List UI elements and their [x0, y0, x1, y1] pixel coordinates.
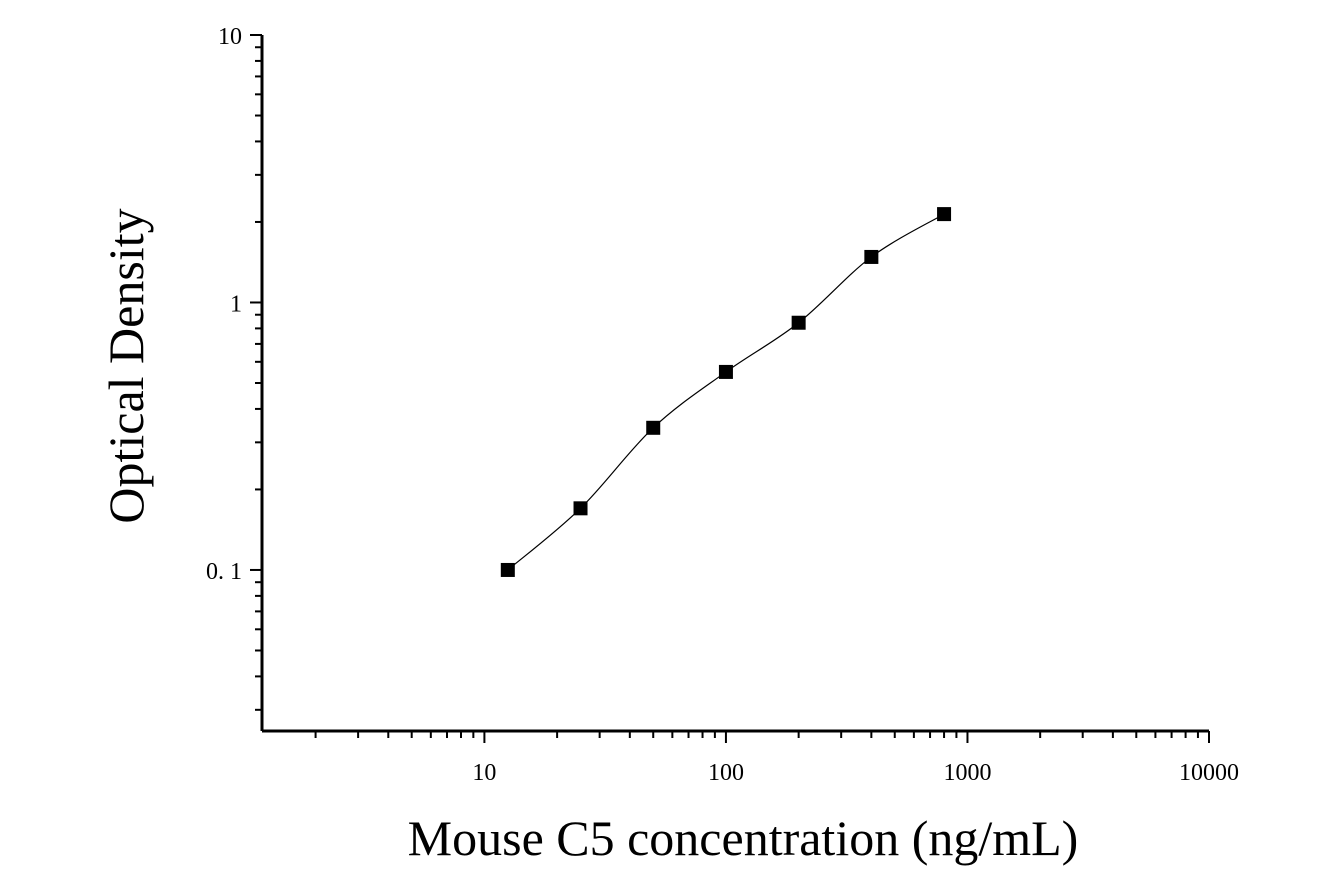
y-axis-title: Optical Density — [98, 208, 154, 523]
x-tick-label: 100 — [708, 760, 744, 786]
tick-labels: 10 100 1000 10000 0. 1 1 10 — [206, 24, 1239, 786]
data-point — [864, 249, 879, 264]
data-point — [791, 315, 806, 330]
axes — [260, 35, 1209, 733]
y-tick-label: 10 — [218, 24, 242, 50]
data-point — [646, 420, 661, 435]
x-axis-title: Mouse C5 concentration (ng/mL) — [408, 810, 1079, 866]
y-tick-label: 1 — [230, 291, 242, 317]
fit-curve-group — [507, 213, 945, 571]
axis-ticks — [250, 34, 1210, 743]
x-tick-label: 1000 — [943, 760, 991, 786]
y-tick-label: 0. 1 — [206, 559, 242, 585]
data-points — [500, 207, 952, 577]
x-tick-label: 10 — [472, 760, 496, 786]
x-tick-label: 10000 — [1179, 760, 1239, 786]
data-point — [573, 501, 588, 516]
data-point — [500, 562, 515, 577]
data-point — [937, 207, 952, 222]
fit-curve — [507, 213, 945, 571]
data-point — [718, 364, 733, 379]
